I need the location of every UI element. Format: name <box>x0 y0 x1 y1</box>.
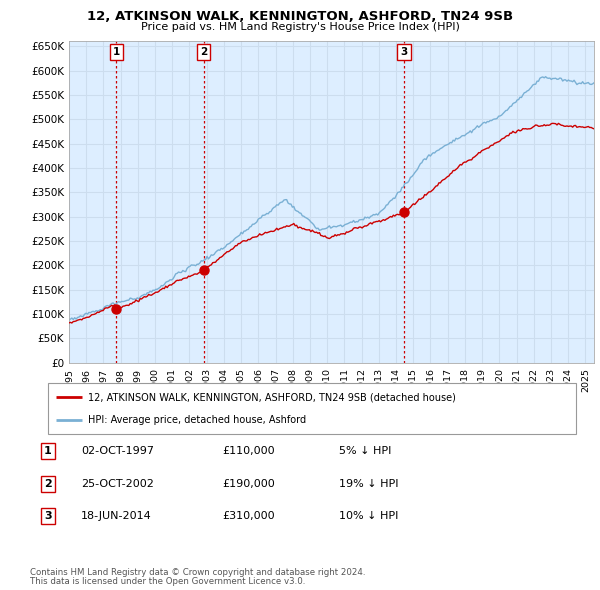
Text: This data is licensed under the Open Government Licence v3.0.: This data is licensed under the Open Gov… <box>30 578 305 586</box>
Text: 12, ATKINSON WALK, KENNINGTON, ASHFORD, TN24 9SB: 12, ATKINSON WALK, KENNINGTON, ASHFORD, … <box>87 10 513 23</box>
Text: 02-OCT-1997: 02-OCT-1997 <box>81 447 154 456</box>
Text: Contains HM Land Registry data © Crown copyright and database right 2024.: Contains HM Land Registry data © Crown c… <box>30 568 365 577</box>
Text: £190,000: £190,000 <box>222 479 275 489</box>
Text: Price paid vs. HM Land Registry's House Price Index (HPI): Price paid vs. HM Land Registry's House … <box>140 22 460 32</box>
Text: £310,000: £310,000 <box>222 512 275 521</box>
Text: HPI: Average price, detached house, Ashford: HPI: Average price, detached house, Ashf… <box>88 415 306 425</box>
Text: 12, ATKINSON WALK, KENNINGTON, ASHFORD, TN24 9SB (detached house): 12, ATKINSON WALK, KENNINGTON, ASHFORD, … <box>88 392 455 402</box>
Text: 3: 3 <box>44 512 52 521</box>
Text: 2: 2 <box>200 47 207 57</box>
Text: 1: 1 <box>44 447 52 456</box>
Text: 18-JUN-2014: 18-JUN-2014 <box>81 512 152 521</box>
Text: £110,000: £110,000 <box>222 447 275 456</box>
Text: 19% ↓ HPI: 19% ↓ HPI <box>339 479 398 489</box>
Text: 1: 1 <box>113 47 120 57</box>
Text: 3: 3 <box>400 47 407 57</box>
Text: 10% ↓ HPI: 10% ↓ HPI <box>339 512 398 521</box>
Text: 25-OCT-2002: 25-OCT-2002 <box>81 479 154 489</box>
Text: 5% ↓ HPI: 5% ↓ HPI <box>339 447 391 456</box>
Text: 2: 2 <box>44 479 52 489</box>
